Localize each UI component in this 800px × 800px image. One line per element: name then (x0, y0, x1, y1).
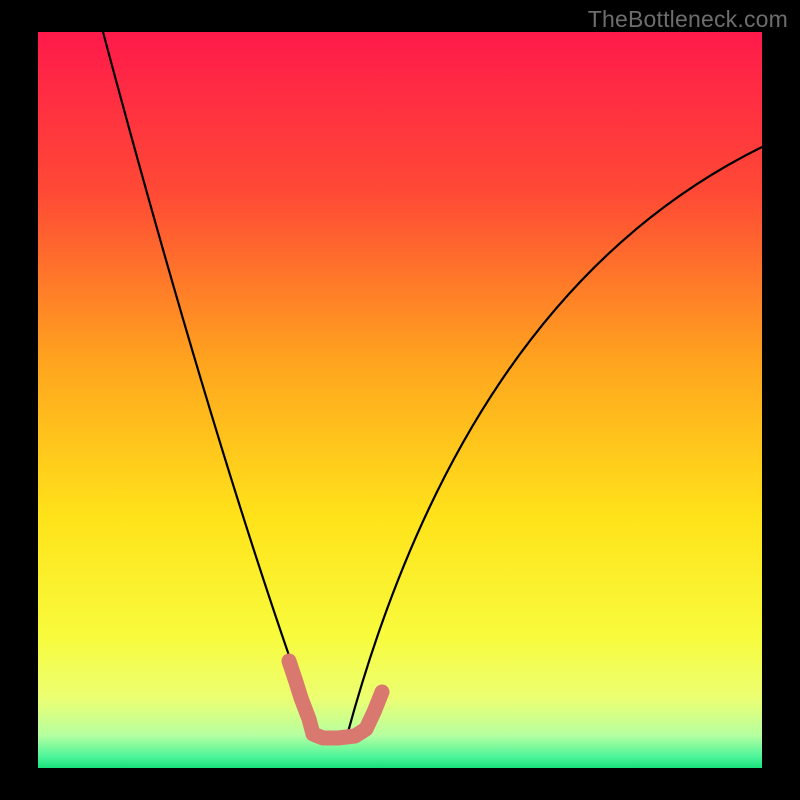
bottleneck-chart (0, 0, 800, 800)
chart-stage: TheBottleneck.com (0, 0, 800, 800)
plot-background (38, 32, 762, 768)
